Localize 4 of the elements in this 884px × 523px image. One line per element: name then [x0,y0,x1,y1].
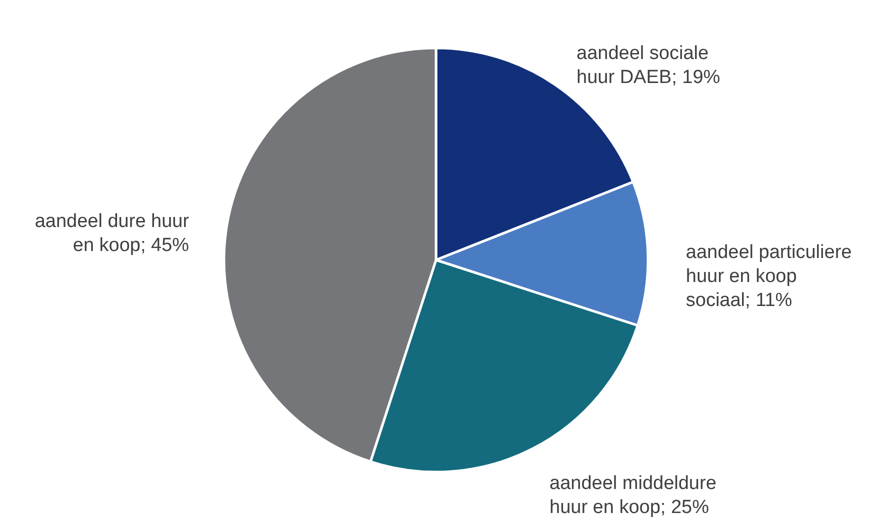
slice-label: aandeel particuliere huur en koop sociaal; 11% [686,242,852,312]
slice-label: aandeel middeldure huur en koop; 25% [550,472,716,518]
slice-label: aandeel dure huur en koop; 45% [34,210,190,256]
slice-label: aandeel sociale huur DAEB; 19% [576,43,720,88]
